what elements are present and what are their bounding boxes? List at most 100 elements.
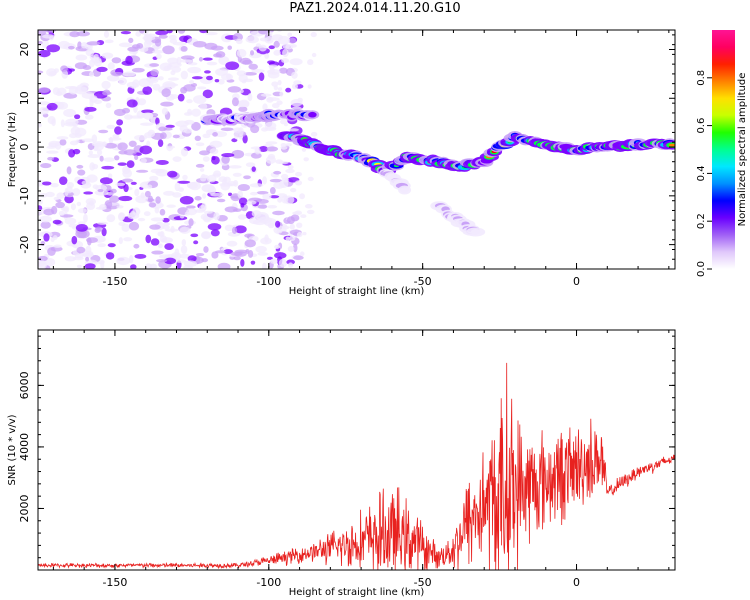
- noise-blob: [123, 183, 129, 193]
- figure-title: PAZ1.2024.014.11.20.G10: [289, 1, 461, 16]
- noise-blob: [161, 88, 171, 98]
- noise-blob: [257, 204, 268, 209]
- noise-blob: [277, 80, 282, 86]
- noise-blob: [133, 243, 140, 249]
- noise-blob: [199, 30, 208, 34]
- noise-blob: [240, 258, 245, 267]
- noise-blob: [177, 180, 191, 184]
- noise-blob: [160, 101, 174, 107]
- noise-blob: [77, 229, 90, 239]
- noise-blob: [168, 34, 177, 40]
- spectrogram-frame: [37, 29, 676, 270]
- noise-blob: [99, 155, 104, 162]
- noise-blob: [59, 176, 68, 185]
- noise-blob: [226, 240, 238, 247]
- spectrogram-y-axis-label: Frequency (Hz): [7, 112, 18, 188]
- noise-blob: [289, 223, 295, 230]
- noise-blob: [264, 121, 277, 130]
- noise-blob: [77, 169, 86, 176]
- noise-blob: [63, 108, 77, 118]
- noise-blob: [300, 251, 305, 257]
- noise-blob: [227, 231, 241, 237]
- noise-blob: [38, 122, 42, 128]
- noise-blob: [245, 162, 256, 168]
- noise-blob: [101, 227, 107, 237]
- noise-blob: [212, 132, 218, 137]
- noise-blob: [38, 260, 47, 269]
- snr-x-tick-label: 0: [573, 576, 580, 589]
- noise-blob: [172, 134, 180, 139]
- noise-blob: [46, 102, 58, 111]
- noise-blob: [289, 58, 303, 66]
- noise-blob: [267, 222, 275, 229]
- noise-blob: [232, 172, 242, 177]
- noise-blob: [86, 41, 101, 46]
- noise-blob: [142, 86, 153, 95]
- noise-blob: [205, 31, 218, 36]
- noise-blob: [118, 237, 123, 245]
- noise-blob: [149, 63, 160, 67]
- noise-blob: [217, 78, 225, 85]
- noise-blob: [104, 142, 118, 149]
- noise-blob: [83, 213, 88, 223]
- noise-blob: [101, 80, 111, 90]
- noise-blob: [265, 141, 278, 145]
- noise-blob: [307, 84, 312, 89]
- noise-blob: [170, 94, 179, 99]
- noise-blob: [267, 153, 276, 160]
- noise-blob: [118, 212, 126, 221]
- noise-blob: [52, 235, 58, 240]
- noise-blob: [310, 131, 318, 137]
- noise-blob: [86, 237, 92, 246]
- noise-blob: [184, 119, 195, 125]
- noise-blob: [280, 145, 288, 150]
- noise-blob: [273, 170, 282, 175]
- noise-blob: [86, 202, 96, 211]
- noise-blob: [179, 35, 189, 42]
- noise-blob: [215, 51, 226, 58]
- noise-blob: [183, 260, 198, 267]
- noise-blob: [300, 214, 307, 218]
- noise-blob: [104, 39, 114, 44]
- noise-blob: [206, 61, 218, 66]
- noise-blob: [118, 150, 128, 155]
- noise-blob: [172, 156, 182, 162]
- noise-blob: [202, 156, 210, 162]
- noise-blob: [177, 93, 185, 102]
- noise-blob: [231, 226, 238, 234]
- noise-blob: [201, 231, 211, 239]
- noise-blob: [164, 243, 174, 250]
- noise-blob: [302, 231, 307, 236]
- noise-blob: [261, 262, 267, 269]
- noise-blob: [121, 223, 130, 232]
- noise-blob: [159, 208, 166, 216]
- noise-blob: [154, 39, 162, 47]
- noise-blob: [279, 91, 284, 97]
- noise-blob: [58, 210, 65, 216]
- noise-blob: [233, 256, 241, 261]
- noise-blob: [164, 83, 179, 87]
- noise-blob: [279, 179, 289, 189]
- noise-blob: [247, 93, 253, 102]
- track-blob-mid: [308, 111, 317, 118]
- noise-blob: [85, 256, 90, 262]
- noise-blob: [38, 70, 44, 74]
- noise-blob: [286, 259, 296, 265]
- noise-blob: [250, 50, 255, 56]
- noise-blob: [275, 159, 284, 164]
- noise-blob: [66, 186, 73, 194]
- noise-blob: [75, 54, 88, 61]
- noise-blob: [181, 239, 187, 246]
- spectrogram-x-tick-label: -50: [414, 275, 432, 288]
- noise-blob: [89, 98, 94, 107]
- snr-y-tick-label: 6000: [18, 371, 31, 399]
- noise-blob: [202, 133, 211, 139]
- noise-blob: [41, 39, 49, 48]
- colorbar-tick-label: 0.8: [696, 70, 707, 86]
- noise-blob: [303, 157, 309, 162]
- noise-blob: [306, 209, 315, 215]
- noise-blob: [267, 204, 278, 209]
- noise-blob: [118, 195, 133, 202]
- noise-blob: [172, 192, 182, 198]
- noise-blob: [137, 217, 146, 222]
